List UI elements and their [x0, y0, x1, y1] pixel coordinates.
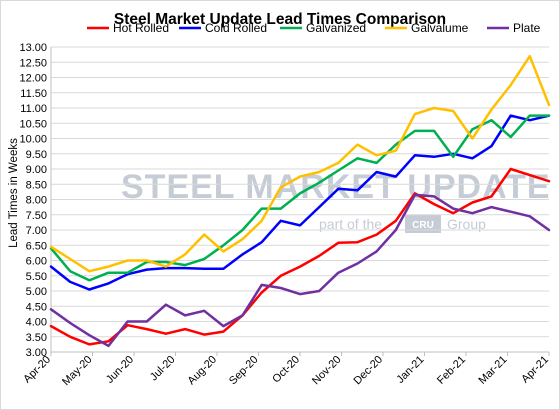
chart-title: Steel Market Update Lead Times Compariso…: [113, 11, 447, 28]
y-tick-label: 9.50: [26, 149, 47, 161]
legend-label-hot-rolled: Hot Rolled: [113, 21, 169, 35]
x-tick-label: Apr-21: [519, 354, 551, 386]
y-tick-label: 5.50: [26, 271, 47, 283]
y-tick-label: 12.00: [19, 73, 47, 85]
y-tick-label: 8.50: [26, 179, 47, 191]
y-tick-label: 4.00: [26, 317, 47, 329]
legend-label-cold-rolled: Cold Rolled: [205, 21, 267, 35]
x-tick-label: Feb-21: [435, 354, 468, 387]
y-tick-label: 11.00: [20, 103, 47, 115]
watermark-text: STEEL MARKET UPDATE: [121, 168, 551, 206]
x-tick-label: Mar-21: [476, 354, 509, 387]
y-tick-label: 3.50: [26, 332, 47, 344]
x-tick-label: Jun-20: [104, 354, 136, 386]
watermark-subtext-group: Group: [447, 216, 486, 232]
y-tick-label: 5.00: [26, 286, 47, 298]
y-tick-label: 11.50: [20, 88, 47, 100]
series-line-plate: [49, 193, 551, 348]
gridlines: [51, 46, 549, 353]
series-line-cold-rolled: [49, 114, 551, 291]
x-tick-label: Aug-20: [186, 354, 220, 388]
watermark-box-text: CRU: [412, 220, 434, 231]
x-tick-label: Jan-21: [394, 354, 426, 386]
legend-label-galvalume: Galvalume: [411, 21, 469, 35]
x-tick-label: Sep-20: [227, 354, 261, 388]
x-tick-label: Nov-20: [310, 354, 344, 388]
watermark-box: [405, 215, 441, 233]
series-line-galvalume: [49, 54, 551, 273]
series-line-hot-rolled: [49, 167, 551, 346]
y-tick-label: 7.50: [26, 210, 47, 222]
y-tick-label: 6.50: [26, 240, 47, 252]
legend-label-plate: Plate: [513, 21, 541, 35]
y-tick-label: 12.50: [19, 57, 47, 69]
x-tick-label: Oct-20: [270, 354, 302, 386]
y-tick-label: 6.00: [26, 256, 47, 268]
series-line-galvanized: [49, 114, 551, 282]
y-tick-label: 3.00: [26, 347, 47, 359]
y-tick-label: 9.00: [26, 164, 47, 176]
legend-label-galvanized: Galvanized: [306, 21, 366, 35]
y-tick-label: 13.00: [19, 42, 47, 54]
y-tick-label: 10.00: [19, 134, 47, 146]
x-tick-label: May-20: [60, 354, 94, 388]
y-tick-label: 10.50: [19, 118, 47, 130]
y-tick-label: 7.00: [26, 225, 47, 237]
y-tick-label: 8.00: [26, 195, 47, 207]
x-tick-label: Dec-20: [352, 354, 386, 388]
y-tick-label: 4.50: [26, 301, 47, 313]
x-tick-label: Jul-20: [148, 354, 178, 384]
watermark-subtext: part of the: [319, 216, 382, 232]
